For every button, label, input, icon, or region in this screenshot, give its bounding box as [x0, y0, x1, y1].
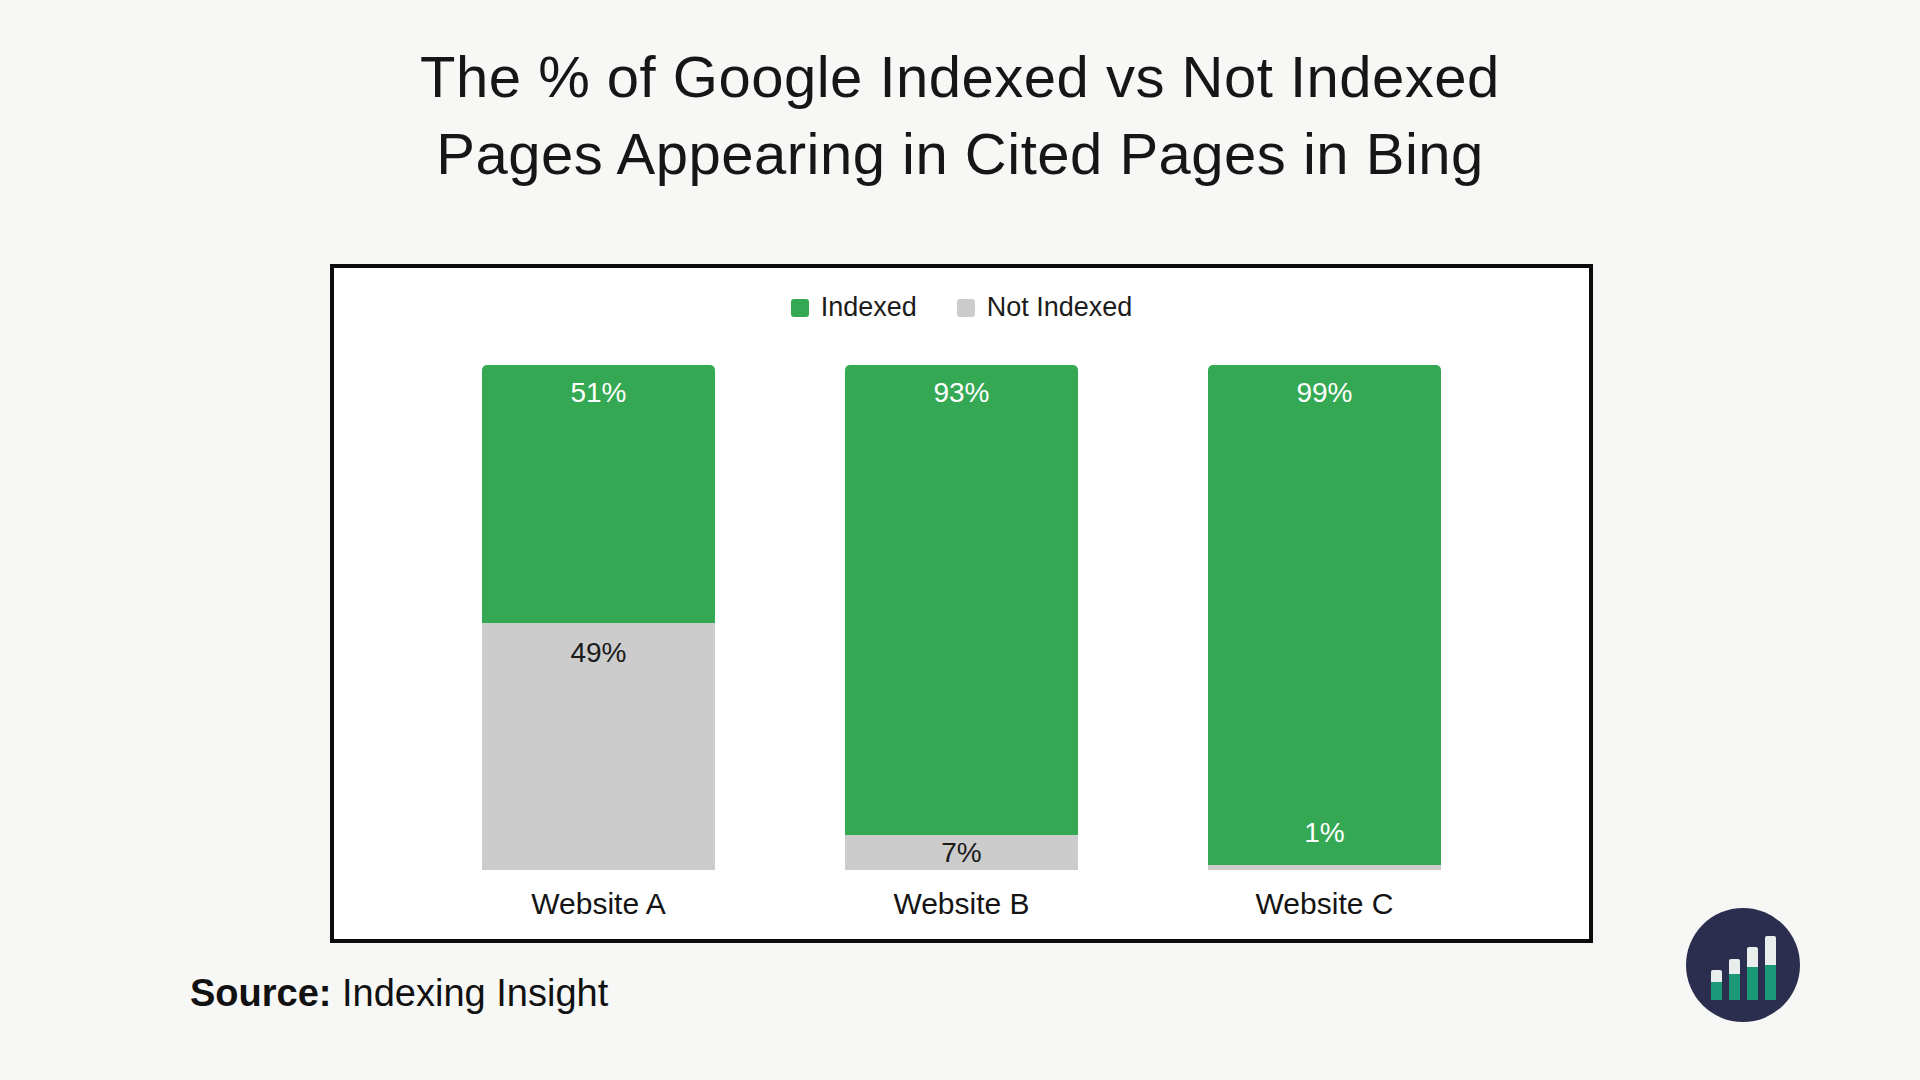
- legend-swatch-indexed-icon: [791, 299, 809, 317]
- bar-value-label-not-indexed: 7%: [845, 835, 1078, 870]
- indexing-insight-logo-icon: [1686, 908, 1800, 1022]
- stacked-bar: 51% 49%: [482, 365, 715, 870]
- stacked-bar: 93% 7%: [845, 365, 1078, 870]
- bar-segment-indexed: 93%: [845, 365, 1078, 835]
- bar-segment-indexed: 99% 1%: [1208, 365, 1441, 865]
- legend-item-indexed: Indexed: [791, 292, 917, 323]
- legend-item-not-indexed: Not Indexed: [957, 292, 1133, 323]
- bar-segment-not-indexed: [1208, 865, 1441, 870]
- logo-bar-icon: [1729, 959, 1740, 1000]
- chart-title-line1: The % of Google Indexed vs Not Indexed: [420, 44, 1500, 109]
- source-label: Source:: [190, 972, 331, 1014]
- bar-group: 99% 1% Website C: [1208, 365, 1441, 921]
- bar-category-label: Website B: [893, 887, 1029, 921]
- logo-bar-icon: [1747, 947, 1758, 1000]
- legend-swatch-not-indexed-icon: [957, 299, 975, 317]
- infographic-page: The % of Google Indexed vs Not Indexed Pa…: [0, 0, 1920, 1080]
- bar-category-label: Website A: [531, 887, 666, 921]
- bar-segment-not-indexed: 7%: [845, 835, 1078, 870]
- chart-legend: Indexed Not Indexed: [334, 292, 1589, 323]
- bar-group: 93% 7% Website B: [845, 365, 1078, 921]
- source-value: Indexing Insight: [342, 972, 608, 1014]
- bar-value-label-indexed: 93%: [845, 377, 1078, 409]
- bar-group: 51% 49% Website A: [482, 365, 715, 921]
- bar-category-label: Website C: [1256, 887, 1394, 921]
- chart-title-line2: Pages Appearing in Cited Pages in Bing: [436, 121, 1484, 186]
- bar-segment-indexed: 51%: [482, 365, 715, 623]
- chart-title: The % of Google Indexed vs Not Indexed Pa…: [0, 38, 1920, 192]
- bar-value-label-not-indexed: 49%: [482, 637, 715, 669]
- stacked-bar: 99% 1%: [1208, 365, 1441, 870]
- stacked-bar-plot: 51% 49% Website A 93% 7% Website B 99% 1% Websit…: [334, 365, 1589, 921]
- logo-bar-icon: [1765, 936, 1776, 1000]
- chart-panel: Indexed Not Indexed 51% 49% Website A 93% 7%…: [330, 264, 1593, 943]
- legend-label-indexed: Indexed: [821, 292, 917, 323]
- bar-value-label-indexed: 51%: [482, 377, 715, 409]
- source-attribution: Source: Indexing Insight: [190, 972, 608, 1015]
- bar-segment-not-indexed: 49%: [482, 623, 715, 870]
- logo-bar-icon: [1711, 970, 1722, 1000]
- bar-value-label-indexed: 99%: [1208, 377, 1441, 409]
- bar-value-label-not-indexed: 1%: [1208, 817, 1441, 849]
- legend-label-not-indexed: Not Indexed: [987, 292, 1133, 323]
